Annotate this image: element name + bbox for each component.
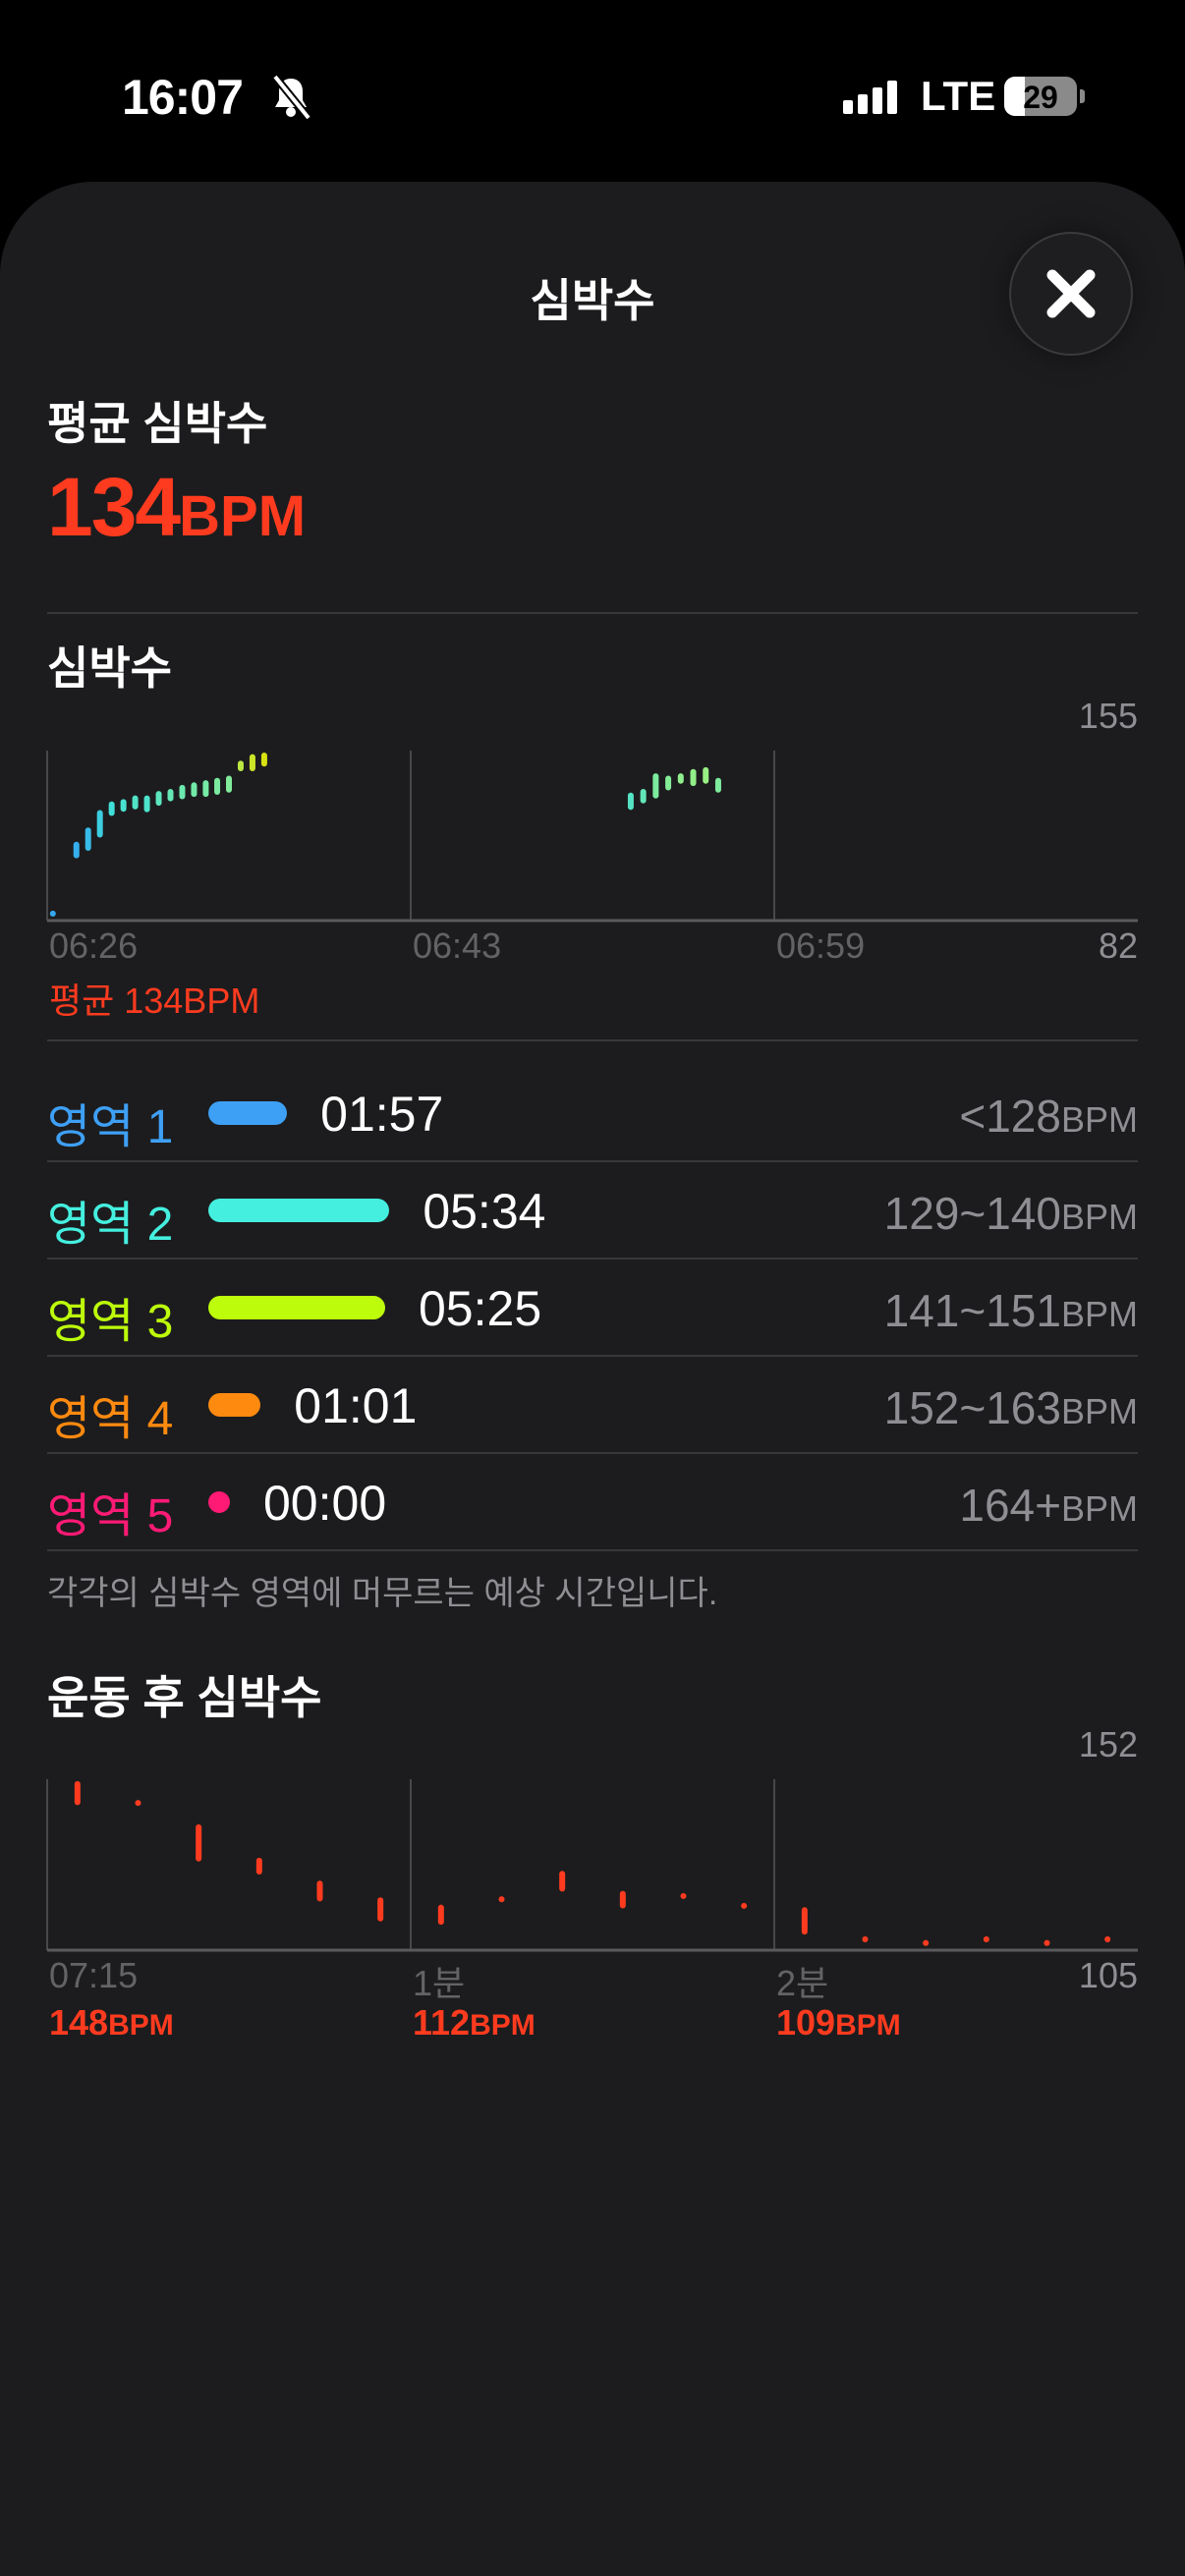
reading-value: 148 xyxy=(49,2002,109,2043)
sheet-title: 심박수 xyxy=(530,275,655,326)
reading-unit: BPM xyxy=(470,2009,536,2042)
zone-time: 05:25 xyxy=(419,1281,542,1336)
chart-average-label: 평균 134BPM xyxy=(49,980,260,1021)
zone-time: 01:01 xyxy=(294,1378,418,1433)
zone-range-value: 129~140 xyxy=(883,1188,1061,1239)
recovery-chart xyxy=(46,1779,1138,1952)
x-tick-label: 06:59 xyxy=(776,925,866,966)
battery-icon: 29 xyxy=(1004,77,1077,116)
x-tick-label: 07:15 xyxy=(49,1955,139,1995)
zone-range-value: <128 xyxy=(959,1091,1061,1142)
battery-cap xyxy=(1080,89,1085,103)
y-min-label: 105 xyxy=(1078,1955,1138,1995)
reading-value: 112 xyxy=(413,2002,471,2043)
zone-label: 영역 5 xyxy=(47,1490,174,1542)
divider xyxy=(47,1549,1138,1551)
recovery-reading-2: 109BPM xyxy=(776,2002,901,2044)
network-type: LTE xyxy=(921,73,996,119)
divider xyxy=(47,1258,1138,1260)
divider xyxy=(47,1160,1138,1162)
y-min-label: 82 xyxy=(1098,925,1138,966)
zone-range-unit: BPM xyxy=(1060,1391,1138,1431)
divider xyxy=(47,1039,1138,1041)
heart-rate-chart xyxy=(46,751,1138,923)
zone-label: 영역 1 xyxy=(47,1101,174,1153)
reading-unit: BPM xyxy=(835,2009,901,2042)
xmark-icon xyxy=(1046,269,1096,318)
zone-range: <128BPM xyxy=(959,1090,1138,1143)
x-tick-label: 1분 xyxy=(413,1963,466,2003)
recovery-section-title: 운동 후 심박수 xyxy=(47,1672,322,1723)
y-max-label: 152 xyxy=(1078,1724,1138,1764)
zone-row-2: 영역 2 05:34 129~140BPM xyxy=(47,1161,1138,1259)
zone-label: 영역 3 xyxy=(47,1296,174,1348)
zone-range: 129~140BPM xyxy=(884,1187,1138,1240)
zone-range-unit: BPM xyxy=(1060,1488,1138,1529)
zone-duration-bar xyxy=(208,1199,390,1222)
divider xyxy=(47,612,1138,614)
zone-duration-bar xyxy=(208,1393,261,1417)
cellular-signal-icon xyxy=(843,81,897,114)
zone-duration-bar xyxy=(208,1491,230,1513)
average-value: 134BPM xyxy=(47,460,306,555)
recovery-reading-0: 148BPM xyxy=(49,2002,174,2044)
divider xyxy=(47,1355,1138,1357)
zone-time: 01:57 xyxy=(320,1087,444,1142)
zone-range-unit: BPM xyxy=(1060,1197,1138,1237)
zone-range: 141~151BPM xyxy=(884,1284,1138,1337)
zone-label: 영역 4 xyxy=(47,1393,174,1445)
zone-range-unit: BPM xyxy=(1060,1294,1138,1334)
zone-range: 152~163BPM xyxy=(884,1381,1138,1434)
heart-rate-section-title: 심박수 xyxy=(47,643,172,694)
recovery-reading-1: 112BPM xyxy=(413,2002,536,2044)
zones-note: 각각의 심박수 영역에 머무르는 예상 시간입니다. xyxy=(47,1575,718,1612)
zone-range-unit: BPM xyxy=(1060,1099,1138,1140)
x-tick-label: 2분 xyxy=(776,1963,829,2003)
heart-rate-sheet xyxy=(0,182,1185,2576)
reading-unit: BPM xyxy=(108,2009,174,2042)
zone-range-value: 164+ xyxy=(959,1480,1061,1531)
battery-level: 29 xyxy=(1023,80,1058,115)
zone-label: 영역 2 xyxy=(47,1199,174,1251)
zone-row-5: 영역 5 00:00 164+BPM xyxy=(47,1453,1138,1550)
zone-range: 164+BPM xyxy=(959,1479,1138,1532)
average-label: 평균 심박수 xyxy=(47,398,268,449)
x-tick-label: 06:26 xyxy=(49,925,139,966)
zone-range-value: 152~163 xyxy=(883,1382,1061,1433)
bell-slash-icon xyxy=(269,74,312,125)
zone-duration-bar xyxy=(208,1296,385,1319)
average-number: 134 xyxy=(47,461,181,553)
zone-row-1: 영역 1 01:57 <128BPM xyxy=(47,1064,1138,1161)
status-time: 16:07 xyxy=(122,70,244,125)
average-unit: BPM xyxy=(179,484,307,548)
zone-row-3: 영역 3 05:25 141~151BPM xyxy=(47,1259,1138,1356)
zone-duration-bar xyxy=(208,1101,288,1125)
reading-value: 109 xyxy=(776,2002,836,2043)
x-tick-label: 06:43 xyxy=(413,925,502,966)
zone-row-4: 영역 4 01:01 152~163BPM xyxy=(47,1356,1138,1453)
zone-range-value: 141~151 xyxy=(883,1285,1061,1336)
divider xyxy=(47,1452,1138,1454)
y-max-label: 155 xyxy=(1078,696,1138,736)
zone-time: 00:00 xyxy=(263,1476,387,1531)
close-button[interactable] xyxy=(1009,232,1133,356)
zone-time: 05:34 xyxy=(423,1184,546,1239)
